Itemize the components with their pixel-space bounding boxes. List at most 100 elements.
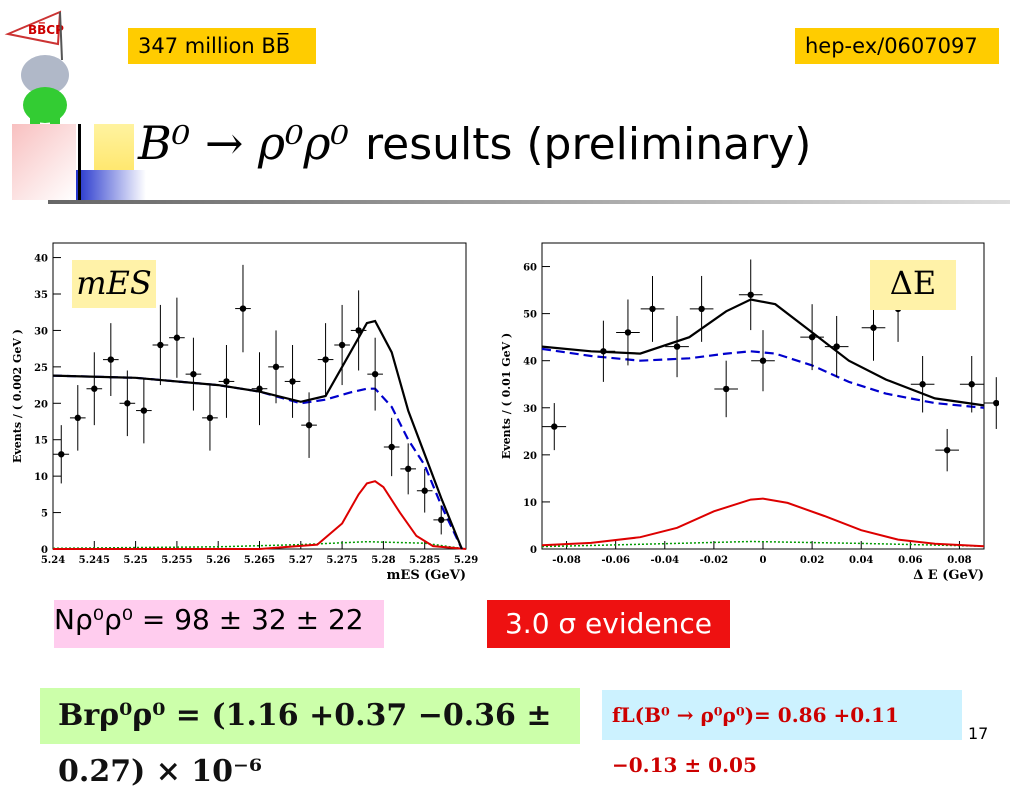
data-point bbox=[124, 400, 131, 407]
y-tick-label: 60 bbox=[523, 263, 537, 274]
x-tick-label: 5.28 bbox=[371, 555, 395, 566]
data-point bbox=[919, 381, 926, 388]
x-tick-label: 5.285 bbox=[409, 555, 440, 566]
reference-tag: hep-ex/0607097 bbox=[795, 28, 999, 64]
data-point bbox=[943, 446, 951, 454]
data-point bbox=[551, 423, 558, 430]
x-tick-label: 5.275 bbox=[326, 555, 357, 566]
data-point bbox=[256, 385, 263, 392]
y-axis-label: Events / ( 0.01 GeV ) bbox=[500, 333, 513, 459]
evidence-badge: 3.0 σ evidence bbox=[487, 600, 730, 648]
yield-text: Nρ⁰ρ⁰ = 98 ± 32 ± 22 bbox=[54, 603, 364, 636]
y-tick-label: 35 bbox=[34, 290, 48, 301]
background-curve bbox=[541, 347, 985, 409]
data-point bbox=[673, 343, 681, 350]
fl-box: fL(B⁰ → ρ⁰ρ⁰)= 0.86 +0.11 −0.13 ± 0.05 bbox=[602, 690, 962, 777]
data-point bbox=[371, 370, 379, 378]
deltae-panel-label: ΔE bbox=[870, 260, 956, 310]
x-tick-label: 0 bbox=[760, 555, 767, 566]
x-tick-label: 5.27 bbox=[289, 555, 313, 566]
peaking-curve bbox=[52, 540, 467, 550]
fl-text: fL(B⁰ → ρ⁰ρ⁰)= 0.86 +0.11 −0.13 ± 0.05 bbox=[612, 703, 899, 777]
y-tick-label: 5 bbox=[41, 509, 48, 520]
data-point bbox=[157, 341, 164, 349]
data-point bbox=[239, 305, 247, 312]
data-point bbox=[206, 414, 214, 422]
data-point bbox=[968, 381, 975, 388]
x-tick-label: 0.06 bbox=[898, 555, 922, 566]
y-tick-label: 10 bbox=[34, 472, 48, 483]
branching-ratio-text: Brρ⁰ρ⁰ = (1.16 +0.37 −0.36 ± 0.27) × 10⁻… bbox=[58, 698, 552, 789]
page-title: B⁰ → ρ⁰ρ⁰ results (preliminary) bbox=[138, 116, 811, 196]
x-tick-label: 5.25 bbox=[123, 555, 147, 566]
data-point bbox=[388, 443, 395, 451]
data-point bbox=[107, 356, 115, 363]
data-point bbox=[322, 356, 329, 363]
data-point bbox=[223, 378, 230, 385]
x-axis-label: mES (GeV) bbox=[387, 568, 466, 583]
background-curve bbox=[52, 374, 463, 550]
data-point bbox=[173, 334, 181, 341]
x-tick-label: 5.255 bbox=[161, 555, 192, 566]
data-point bbox=[58, 451, 65, 458]
signal-curve bbox=[53, 480, 467, 550]
x-tick-label: -0.08 bbox=[552, 555, 581, 566]
x-tick-label: 0.08 bbox=[947, 555, 971, 566]
data-point bbox=[289, 378, 296, 385]
data-point bbox=[421, 487, 428, 494]
data-point bbox=[355, 327, 362, 334]
signal-curve bbox=[541, 497, 985, 548]
title-text: results (preliminary) bbox=[365, 119, 812, 170]
decor-vertical-line bbox=[78, 124, 81, 200]
title-math: B⁰ → ρ⁰ρ⁰ bbox=[138, 116, 349, 170]
data-point bbox=[600, 348, 607, 355]
title-underline bbox=[48, 200, 1010, 204]
y-tick-label: 30 bbox=[34, 326, 48, 337]
y-tick-label: 10 bbox=[523, 498, 537, 509]
x-tick-label: 5.245 bbox=[79, 555, 110, 566]
data-point bbox=[833, 343, 840, 350]
data-point bbox=[305, 421, 313, 429]
sample-size-tag: 347 million BB̅ bbox=[128, 28, 316, 64]
data-point bbox=[140, 407, 148, 414]
y-tick-label: 40 bbox=[34, 254, 48, 265]
y-tick-label: 50 bbox=[523, 310, 537, 321]
data-point bbox=[808, 333, 816, 341]
y-tick-label: 40 bbox=[523, 357, 537, 368]
x-tick-label: 0.02 bbox=[800, 555, 824, 566]
x-tick-label: -0.04 bbox=[651, 555, 680, 566]
y-axis-label: Events / ( 0.002 GeV ) bbox=[11, 329, 24, 463]
data-point bbox=[993, 399, 999, 407]
total-fit-curve bbox=[541, 298, 985, 407]
y-tick-label: 0 bbox=[41, 545, 48, 556]
yield-box: Nρ⁰ρ⁰ = 98 ± 32 ± 22 bbox=[54, 600, 384, 648]
decor-red-square bbox=[12, 124, 76, 200]
x-tick-label: -0.02 bbox=[700, 555, 729, 566]
peaking-curve bbox=[541, 540, 985, 548]
data-point bbox=[870, 324, 877, 331]
branching-ratio-box: Brρ⁰ρ⁰ = (1.16 +0.37 −0.36 ± 0.27) × 10⁻… bbox=[40, 688, 580, 789]
data-point bbox=[272, 363, 280, 371]
x-tick-label: 5.265 bbox=[244, 555, 275, 566]
y-tick-label: 15 bbox=[34, 436, 48, 447]
data-point bbox=[338, 341, 346, 349]
x-tick-label: 5.24 bbox=[41, 555, 65, 566]
page-number: 17 bbox=[968, 724, 989, 743]
mes-panel-label: mES bbox=[72, 260, 156, 308]
x-axis-label: Δ E (GeV) bbox=[913, 568, 984, 583]
x-tick-label: 5.29 bbox=[454, 555, 478, 566]
data-point bbox=[759, 357, 767, 364]
data-point bbox=[649, 305, 656, 313]
x-tick-label: 0.04 bbox=[849, 555, 873, 566]
y-tick-label: 20 bbox=[523, 451, 537, 462]
data-point bbox=[438, 516, 445, 524]
data-point bbox=[624, 329, 632, 336]
y-tick-label: 25 bbox=[34, 363, 48, 374]
data-point bbox=[404, 465, 412, 473]
data-point bbox=[74, 414, 81, 422]
data-point bbox=[747, 291, 754, 298]
x-tick-label: 5.26 bbox=[206, 555, 230, 566]
data-point bbox=[190, 370, 197, 378]
data-point bbox=[698, 305, 705, 313]
y-tick-label: 0 bbox=[530, 545, 537, 556]
